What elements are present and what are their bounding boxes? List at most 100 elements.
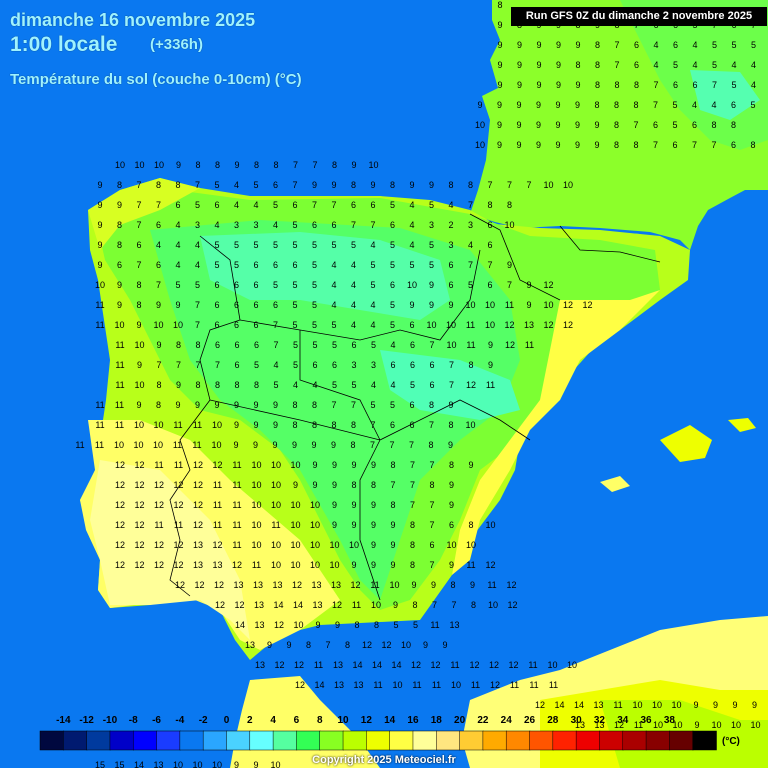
grid-temperature-value: 4: [273, 360, 278, 370]
grid-temperature-value: 14: [352, 660, 362, 670]
legend-swatch: [505, 730, 531, 751]
grid-temperature-value: 10: [466, 540, 476, 550]
grid-temperature-value: 5: [332, 340, 337, 350]
grid-temperature-value: 9: [409, 300, 414, 310]
grid-temperature-value: 12: [193, 480, 203, 490]
grid-temperature-value: 9: [195, 400, 200, 410]
grid-temperature-value: 7: [614, 40, 619, 50]
grid-temperature-value: 9: [293, 480, 298, 490]
grid-temperature-value: 6: [731, 100, 736, 110]
grid-temperature-value: 9: [332, 500, 337, 510]
grid-temperature-value: 12: [563, 300, 573, 310]
grid-temperature-value: 6: [253, 300, 258, 310]
grid-temperature-value: 11: [75, 440, 84, 450]
grid-temperature-value: 8: [312, 400, 317, 410]
grid-temperature-value: 9: [234, 420, 239, 430]
grid-temperature-value: 6: [390, 280, 395, 290]
legend-swatch: [39, 730, 65, 751]
grid-temperature-value: 10: [290, 520, 300, 530]
grid-temperature-value: 9: [311, 440, 316, 450]
map-parameter: Température du sol (couche 0-10cm) (°C): [10, 71, 302, 88]
grid-temperature-value: 8: [273, 160, 278, 170]
grid-temperature-value: 10: [134, 380, 144, 390]
grid-temperature-value: 9: [488, 340, 493, 350]
grid-temperature-value: 12: [115, 500, 125, 510]
grid-temperature-value: 9: [594, 120, 599, 130]
grid-temperature-value: 5: [468, 280, 473, 290]
grid-temperature-value: 5: [273, 240, 278, 250]
grid-temperature-value: 9: [575, 120, 580, 130]
grid-temperature-value: 12: [134, 460, 144, 470]
grid-temperature-value: 9: [253, 400, 258, 410]
grid-temperature-value: 6: [214, 280, 219, 290]
grid-temperature-value: 9: [497, 60, 502, 70]
legend-swatch: [529, 730, 554, 751]
legend-tick-label: -4: [175, 715, 185, 726]
grid-temperature-value: 7: [614, 60, 619, 70]
grid-temperature-value: 7: [429, 560, 434, 570]
grid-temperature-value: 6: [487, 280, 492, 290]
grid-temperature-value: 9: [97, 260, 102, 270]
grid-temperature-value: 12: [173, 560, 183, 570]
grid-temperature-value: 9: [136, 320, 141, 330]
grid-temperature-value: 9: [371, 560, 376, 570]
grid-temperature-value: 10: [310, 540, 320, 550]
map-time: 1:00 locale: [10, 33, 118, 56]
grid-temperature-value: 7: [312, 200, 317, 210]
grid-temperature-value: 4: [234, 180, 239, 190]
legend-tick-label: 12: [360, 715, 372, 726]
grid-temperature-value: 7: [429, 500, 434, 510]
grid-temperature-value: 8: [429, 480, 434, 490]
grid-temperature-value: 9: [448, 400, 453, 410]
grid-temperature-value: 5: [292, 300, 297, 310]
grid-temperature-value: 8: [195, 380, 200, 390]
legend-swatch: [296, 730, 321, 751]
grid-temperature-value: 12: [154, 480, 164, 490]
grid-temperature-value: 8: [497, 0, 502, 10]
grid-temperature-value: 12: [506, 580, 516, 590]
grid-temperature-value: 7: [176, 360, 181, 370]
grid-temperature-value: 4: [253, 200, 258, 210]
grid-temperature-value: 12: [362, 640, 372, 650]
grid-temperature-value: 5: [292, 280, 297, 290]
grid-temperature-value: 11: [192, 440, 201, 450]
grid-temperature-value: 10: [173, 320, 183, 330]
grid-temperature-value: 4: [273, 220, 278, 230]
grid-temperature-value: 10: [563, 180, 573, 190]
grid-temperature-value: 9: [351, 520, 356, 530]
grid-temperature-value: 9: [332, 520, 337, 530]
legend-tick-label: -14: [56, 715, 71, 726]
land-menorca: [728, 418, 756, 432]
grid-temperature-value: 11: [466, 320, 475, 330]
grid-temperature-value: 11: [525, 340, 534, 350]
grid-temperature-value: 6: [692, 120, 697, 130]
grid-temperature-value: 12: [350, 580, 360, 590]
grid-temperature-value: 6: [692, 80, 697, 90]
copyright: Copyright 2025 Meteociel.fr: [312, 754, 456, 766]
grid-temperature-value: 5: [293, 340, 298, 350]
grid-temperature-value: 7: [429, 340, 434, 350]
grid-temperature-value: 10: [485, 520, 495, 530]
grid-temperature-value: 9: [312, 480, 317, 490]
grid-temperature-value: 7: [136, 220, 141, 230]
grid-temperature-value: 11: [95, 320, 104, 330]
grid-temperature-value: 6: [234, 360, 239, 370]
grid-temperature-value: 9: [351, 560, 356, 570]
grid-temperature-value: 12: [193, 500, 203, 510]
grid-temperature-value: 8: [487, 200, 492, 210]
grid-temperature-value: 2: [448, 220, 453, 230]
grid-temperature-value: 13: [333, 660, 343, 670]
grid-temperature-value: 7: [195, 320, 200, 330]
grid-temperature-value: 7: [389, 440, 394, 450]
grid-temperature-value: 7: [390, 480, 395, 490]
grid-temperature-value: 12: [232, 560, 242, 570]
grid-temperature-value: 9: [555, 140, 560, 150]
grid-temperature-value: 6: [175, 200, 180, 210]
grid-temperature-value: 9: [312, 180, 317, 190]
grid-temperature-value: 11: [634, 720, 643, 730]
grid-temperature-value: 9: [176, 160, 181, 170]
grid-temperature-value: 7: [429, 520, 434, 530]
grid-temperature-value: 10: [153, 320, 163, 330]
grid-temperature-value: 12: [485, 560, 495, 570]
grid-temperature-value: 12: [614, 720, 624, 730]
